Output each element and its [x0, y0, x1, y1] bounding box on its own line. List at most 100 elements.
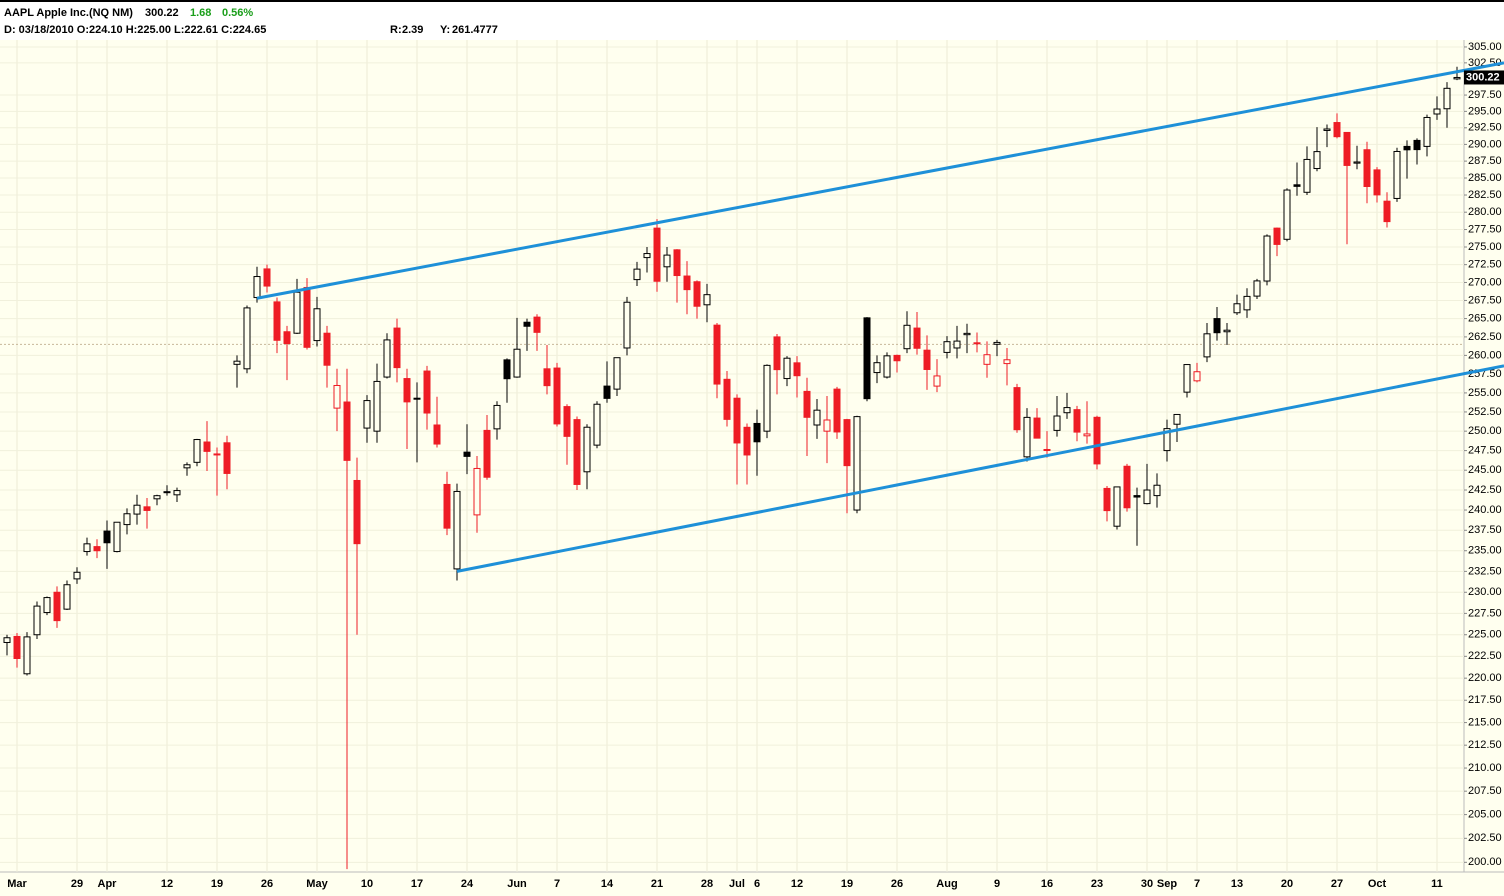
candle-body	[1213, 318, 1221, 334]
candle-body	[1363, 149, 1371, 187]
header-band	[0, 0, 1504, 40]
x-tick-label: 6	[754, 878, 760, 890]
x-tick-label: Jul	[729, 878, 745, 890]
candle-body	[383, 339, 391, 378]
x-tick-label: 12	[791, 878, 803, 890]
y-tick-label: 252.50	[1468, 406, 1502, 418]
candle-body	[253, 276, 261, 299]
candle-body	[1283, 189, 1291, 240]
candle-body	[133, 504, 141, 515]
candle-body	[613, 357, 621, 390]
candle-body	[333, 384, 341, 409]
x-tick-label: Sep	[1157, 878, 1177, 890]
candle-body	[453, 490, 461, 570]
y-tick-label: 297.50	[1468, 89, 1502, 101]
candle-body	[623, 301, 631, 349]
candle-body	[1453, 76, 1461, 80]
y-tick-label: 210.00	[1468, 762, 1502, 774]
candle-body	[823, 419, 831, 432]
y-tick-label: 230.00	[1468, 586, 1502, 598]
candle-body	[1033, 417, 1041, 439]
candle-body	[743, 426, 751, 456]
y-tick-label: 292.50	[1468, 122, 1502, 134]
candle-body	[1003, 359, 1011, 365]
candle-body	[1413, 139, 1421, 151]
candle-body	[933, 375, 941, 387]
x-tick-label: 7	[1194, 878, 1200, 890]
candle-body	[1043, 448, 1051, 451]
y-tick-label: 202.50	[1468, 832, 1502, 844]
candle-body	[573, 419, 581, 485]
y-tick-label: 305.00	[1468, 41, 1502, 53]
y-tick-label: 227.50	[1468, 607, 1502, 619]
candle-body	[1203, 333, 1211, 358]
candle-body	[363, 400, 371, 429]
candle-body	[203, 441, 211, 452]
x-tick-label: 17	[411, 878, 423, 890]
x-tick-label: 21	[651, 878, 663, 890]
candle-body	[923, 349, 931, 370]
candle-body	[853, 416, 861, 511]
candle-body	[1393, 150, 1401, 199]
x-tick-label: 28	[701, 878, 713, 890]
candle-body	[873, 362, 881, 374]
y-tick-label: 280.00	[1468, 206, 1502, 218]
candle-body	[123, 513, 131, 526]
y-label: Y:	[440, 24, 450, 36]
x-tick-label: 7	[554, 878, 560, 890]
candle-body	[1373, 169, 1381, 196]
candle-body	[183, 464, 191, 469]
candle-body	[13, 635, 21, 660]
candle-body	[733, 397, 741, 444]
y-tick-label: 287.50	[1468, 155, 1502, 167]
candle-body	[1293, 184, 1301, 187]
candle-body	[1053, 415, 1061, 431]
y-tick-label: 200.00	[1468, 856, 1502, 868]
change: 1.68	[190, 7, 211, 19]
candle-body	[963, 332, 971, 336]
candle-body	[1243, 295, 1251, 311]
candle-body	[543, 368, 551, 387]
candle-body	[283, 331, 291, 345]
candle-body	[943, 341, 951, 353]
candle-body	[103, 530, 111, 544]
candle-body	[1353, 161, 1361, 164]
y-tick-label: 247.50	[1468, 444, 1502, 456]
candle-body	[803, 390, 811, 418]
candle-body	[723, 378, 731, 420]
candle-body	[603, 385, 611, 399]
x-tick-label: 26	[891, 878, 903, 890]
candle-body	[1163, 428, 1171, 452]
price-tag-label: 300.22	[1466, 71, 1500, 83]
candle-body	[433, 424, 441, 445]
x-tick-label: 16	[1041, 878, 1053, 890]
x-tick-label: 19	[211, 878, 223, 890]
candle-body	[1193, 371, 1201, 382]
y-value: 261.4777	[452, 24, 498, 36]
candle-body	[1323, 128, 1331, 131]
x-tick-label: Mar	[7, 878, 27, 890]
candle-body	[1183, 364, 1191, 393]
y-tick-label: 235.00	[1468, 545, 1502, 557]
candle-body	[243, 307, 251, 370]
candle-body	[73, 571, 81, 580]
y-tick-label: 215.00	[1468, 716, 1502, 728]
candle-body	[1303, 158, 1311, 193]
y-tick-label: 240.00	[1468, 504, 1502, 516]
y-tick-label: 220.00	[1468, 672, 1502, 684]
change-pct: 0.56%	[222, 7, 253, 19]
candle-body	[1223, 329, 1231, 333]
candle-body	[493, 404, 501, 430]
candle-body	[473, 467, 481, 516]
candle-body	[793, 362, 801, 377]
candle-body	[1383, 200, 1391, 223]
candle-body	[483, 429, 491, 478]
candle-body	[263, 268, 271, 287]
candle-body	[953, 340, 961, 349]
y-tick-label: 290.00	[1468, 138, 1502, 150]
candle-body	[1133, 495, 1141, 498]
candle-body	[1113, 486, 1121, 527]
y-tick-label: 232.50	[1468, 565, 1502, 577]
y-tick-label: 225.00	[1468, 629, 1502, 641]
